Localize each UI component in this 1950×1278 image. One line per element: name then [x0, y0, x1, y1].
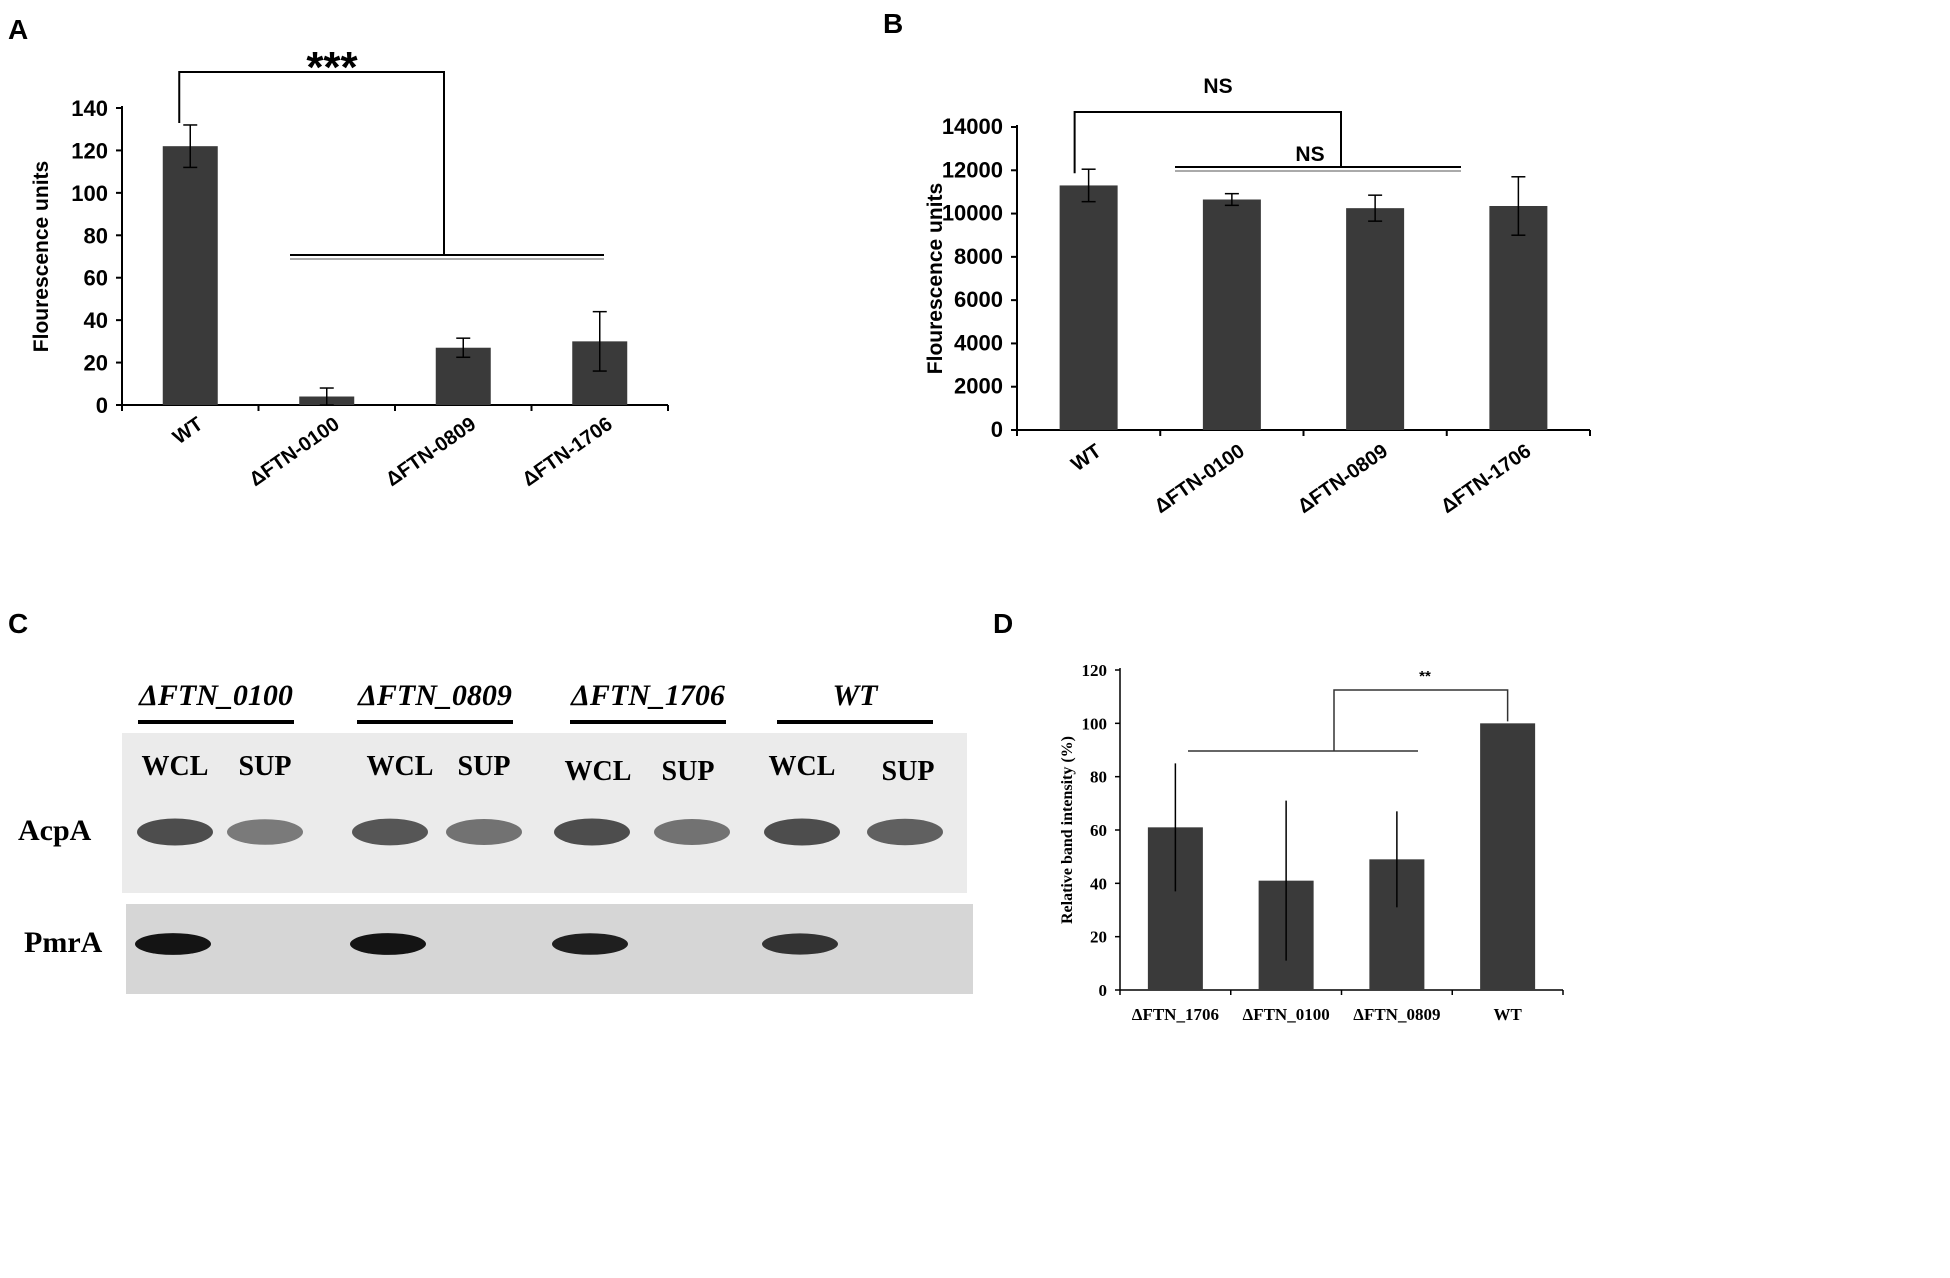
bar	[162, 146, 218, 405]
y-tick-label: 0	[96, 393, 108, 418]
pmra-band	[350, 933, 426, 955]
y-tick-label: 8000	[954, 244, 1003, 269]
bar	[1480, 723, 1536, 990]
y-tick-label: 40	[84, 308, 108, 333]
x-tick-label: ΔFTN_1706	[1132, 1005, 1219, 1024]
lane-label: SUP	[239, 751, 292, 782]
acpa-band	[654, 819, 730, 845]
strain-label: WT	[833, 679, 880, 712]
y-tick-label: 80	[84, 223, 108, 248]
y-tick-label: 14000	[942, 114, 1003, 139]
panel-letter-d: D	[993, 608, 1014, 639]
y-tick-label: 120	[1082, 661, 1108, 680]
y-tick-label: 80	[1090, 768, 1107, 787]
strain-label: ΔFTN_1706	[570, 679, 725, 712]
protein-label-acpa: AcpA	[18, 814, 92, 847]
acpa-membrane	[122, 733, 967, 893]
y-tick-label: 100	[1082, 714, 1108, 733]
x-tick-label: ΔFTN_0100	[1243, 1005, 1330, 1024]
y-tick-label: 6000	[954, 287, 1003, 312]
y-tick-label: 2000	[954, 374, 1003, 399]
lane-label: SUP	[882, 756, 935, 787]
y-tick-label: 40	[1090, 874, 1107, 893]
pmra-band	[135, 933, 211, 955]
y-tick-label: 60	[1090, 821, 1107, 840]
y-axis-label: Flourescence units	[924, 183, 947, 374]
pmra-band	[552, 933, 628, 955]
lane-label: WCL	[769, 751, 836, 782]
panel-letter-b: B	[883, 8, 904, 39]
pmra-band	[762, 933, 838, 955]
y-tick-label: 0	[1099, 981, 1108, 1000]
y-tick-label: 0	[991, 417, 1003, 442]
lane-label: SUP	[458, 751, 511, 782]
panel-letter-c: C	[8, 608, 29, 639]
y-tick-label: 120	[71, 138, 108, 163]
acpa-band	[867, 818, 943, 846]
y-axis-label: Relative band intensity (%)	[1059, 736, 1076, 924]
y-tick-label: 10000	[942, 201, 1003, 226]
acpa-band	[764, 818, 840, 846]
significance-bracket	[1333, 689, 1509, 751]
strain-label: ΔFTN_0100	[138, 679, 293, 712]
y-tick-label: 12000	[942, 157, 1003, 182]
panel-letter-a: A	[8, 14, 29, 45]
lane-label: WCL	[565, 756, 632, 787]
y-tick-label: 140	[71, 96, 108, 121]
acpa-band	[227, 819, 303, 845]
y-tick-label: 4000	[954, 330, 1003, 355]
y-tick-label: 20	[84, 351, 108, 376]
acpa-band	[137, 818, 213, 846]
significance-label: **	[1419, 668, 1431, 685]
bar	[1346, 208, 1405, 430]
bar	[1202, 199, 1261, 430]
y-tick-label: 20	[1090, 928, 1107, 947]
strain-label: ΔFTN_0809	[357, 679, 512, 712]
western-blot-c: ΔFTN_0100 ΔFTN_0809 ΔFTN_1706 WT WCL SUP WCL SU…	[18, 679, 973, 994]
lane-label: WCL	[142, 751, 209, 782]
significance-label: NS	[1203, 75, 1232, 98]
lane-label: WCL	[367, 751, 434, 782]
significance-bracket	[1073, 111, 1342, 174]
bar	[1059, 185, 1118, 430]
acpa-band	[554, 818, 630, 846]
y-tick-label: 60	[84, 266, 108, 291]
x-tick-label: WT	[1493, 1005, 1522, 1024]
significance-label: NS	[1295, 143, 1324, 166]
y-axis-label: Flourescence units	[30, 161, 53, 352]
bar	[1489, 205, 1548, 430]
significance-label: ***	[306, 43, 358, 92]
acpa-band	[352, 818, 428, 846]
lane-label: SUP	[662, 756, 715, 787]
protein-label-pmra: PmrA	[24, 926, 103, 959]
acpa-band	[446, 819, 522, 845]
significance-bracket	[178, 71, 445, 255]
y-tick-label: 100	[71, 181, 108, 206]
x-tick-label: ΔFTN_0809	[1353, 1005, 1440, 1024]
